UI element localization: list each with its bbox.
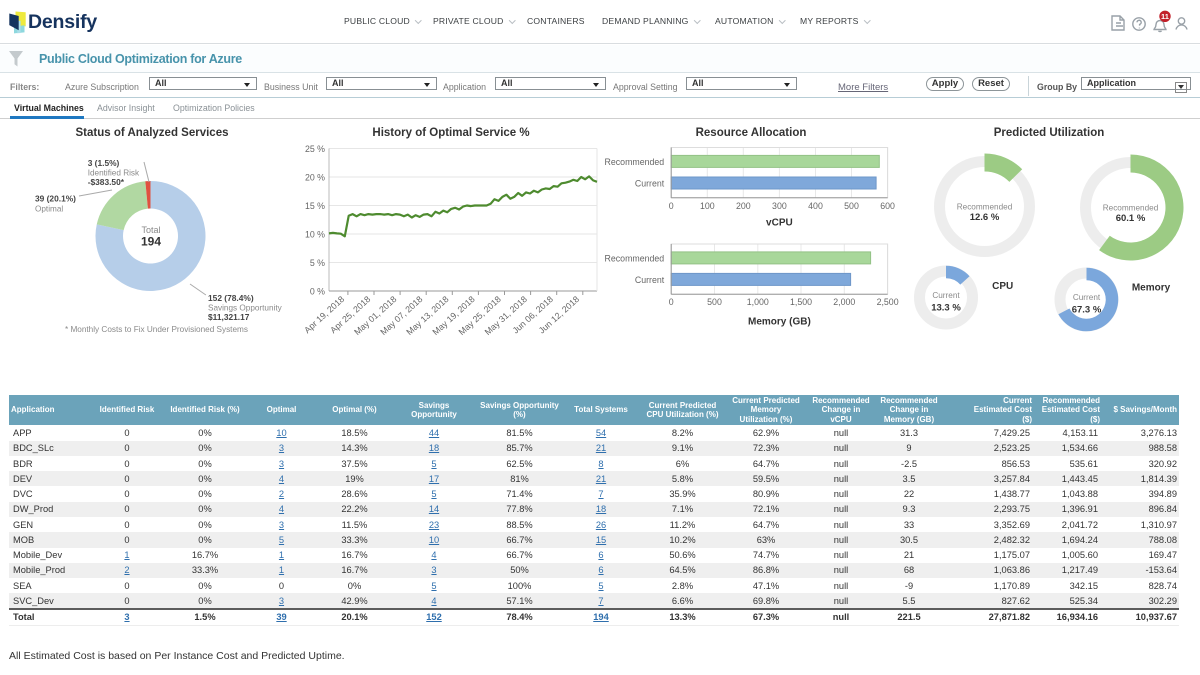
svg-text:Memory (GB): Memory (GB) — [748, 317, 811, 328]
svg-text:Current: Current — [635, 179, 665, 189]
svg-text:200: 200 — [736, 201, 751, 211]
svg-text:0: 0 — [669, 201, 674, 211]
svg-text:Predicted Utilization: Predicted Utilization — [994, 127, 1105, 139]
svg-text:500: 500 — [844, 201, 859, 211]
svg-text:CPU: CPU — [992, 281, 1013, 292]
svg-text:11: 11 — [1161, 12, 1169, 21]
svg-text:67.3 %: 67.3 % — [1072, 305, 1102, 316]
svg-text:Resource Allocation: Resource Allocation — [696, 127, 807, 139]
svg-text:Status of Analyzed Services: Status of Analyzed Services — [76, 127, 229, 139]
svg-text:2,500: 2,500 — [877, 297, 899, 307]
svg-text:1,000: 1,000 — [747, 297, 769, 307]
svg-text:* Monthly Costs to Fix Under P: * Monthly Costs to Fix Under Provisioned… — [65, 325, 248, 334]
svg-text:152 (78.4%): 152 (78.4%) — [208, 293, 254, 303]
svg-text:15 %: 15 % — [305, 201, 325, 211]
svg-text:100: 100 — [700, 201, 715, 211]
svg-text:-$383.50*: -$383.50* — [88, 177, 125, 187]
svg-text:0 %: 0 % — [310, 287, 325, 297]
svg-text:1,500: 1,500 — [790, 297, 812, 307]
svg-text:13.3 %: 13.3 % — [931, 303, 961, 314]
svg-text:10 %: 10 % — [305, 230, 325, 240]
svg-text:2,000: 2,000 — [833, 297, 855, 307]
svg-text:60.1 %: 60.1 % — [1116, 213, 1146, 224]
svg-text:Total: Total — [141, 225, 160, 235]
svg-text:Current: Current — [635, 275, 665, 285]
svg-text:vCPU: vCPU — [766, 218, 793, 229]
svg-text:Current: Current — [1073, 293, 1101, 302]
svg-text:Identified Risk: Identified Risk — [88, 169, 140, 178]
svg-text:3 (1.5%): 3 (1.5%) — [88, 158, 120, 168]
svg-text:Recommended: Recommended — [605, 157, 665, 167]
svg-text:25 %: 25 % — [305, 144, 325, 154]
svg-text:600: 600 — [880, 201, 895, 211]
svg-text:12.6 %: 12.6 % — [970, 212, 1000, 223]
svg-text:Current: Current — [932, 291, 960, 300]
svg-text:20 %: 20 % — [305, 173, 325, 183]
svg-text:$11,321.17: $11,321.17 — [208, 312, 250, 322]
svg-text:Recommended: Recommended — [1103, 204, 1159, 213]
svg-text:5 %: 5 % — [310, 258, 325, 268]
svg-text:History of Optimal Service %: History of Optimal Service % — [372, 127, 529, 139]
svg-text:0: 0 — [669, 297, 674, 307]
svg-text:Savings Opportunity: Savings Opportunity — [208, 304, 283, 313]
svg-text:300: 300 — [772, 201, 787, 211]
svg-text:Recommended: Recommended — [957, 203, 1013, 212]
svg-text:Recommended: Recommended — [605, 253, 665, 263]
svg-text:39 (20.1%): 39 (20.1%) — [35, 194, 76, 204]
svg-text:194: 194 — [141, 235, 161, 249]
svg-text:400: 400 — [808, 201, 823, 211]
svg-text:500: 500 — [707, 297, 722, 307]
svg-text:Optimal: Optimal — [35, 205, 63, 214]
svg-text:Memory: Memory — [1132, 283, 1171, 294]
